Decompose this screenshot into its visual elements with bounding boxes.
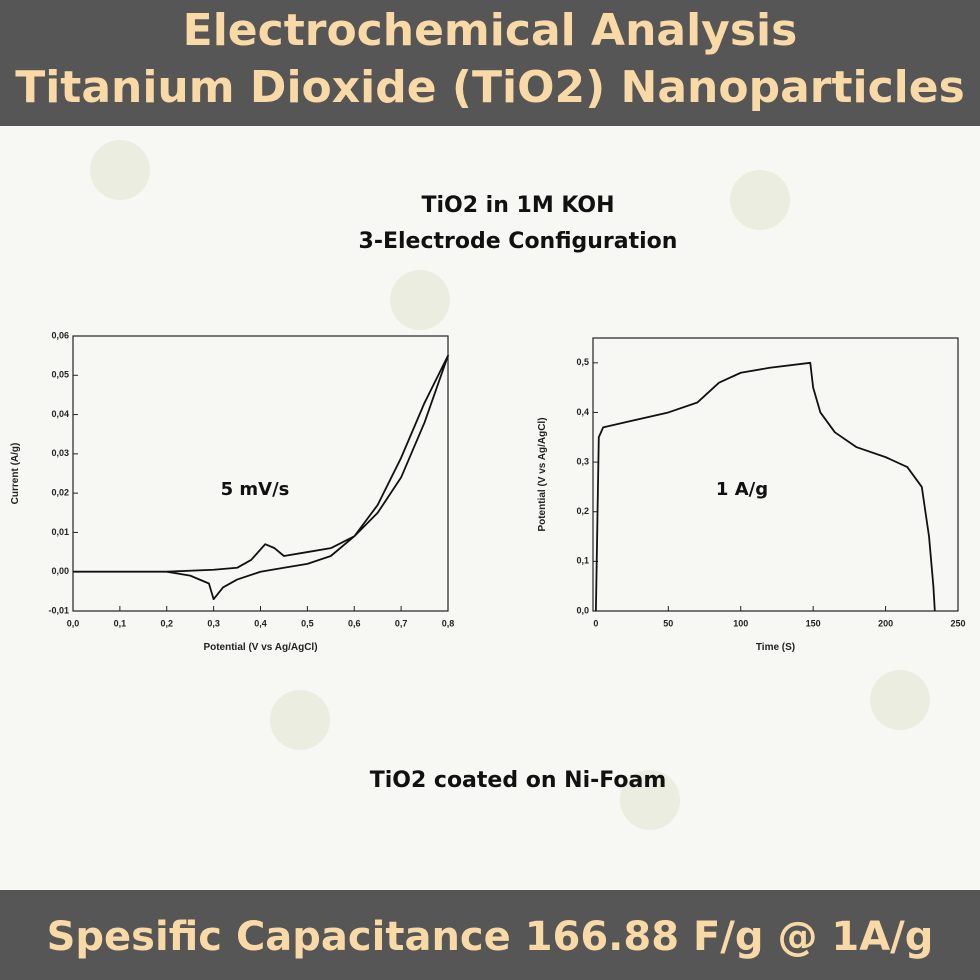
x-tick-label: 50 bbox=[663, 618, 673, 628]
y-tick-label: 0,2 bbox=[576, 506, 589, 516]
y-tick-label: 0,06 bbox=[51, 330, 69, 340]
x-tick-label: 0,3 bbox=[207, 618, 220, 628]
x-tick-label: 0,6 bbox=[348, 618, 361, 628]
y-tick-label: 0,05 bbox=[51, 370, 69, 380]
data-line bbox=[595, 361, 936, 612]
plot-frame bbox=[592, 337, 959, 612]
y-tick-label: 0,1 bbox=[576, 556, 589, 566]
x-tick-label: 150 bbox=[806, 618, 821, 628]
y-tick-label: 0,02 bbox=[51, 488, 69, 498]
y-tick-label: 0,04 bbox=[51, 409, 69, 419]
annotation: 1 A/g bbox=[716, 479, 768, 500]
x-tick-label: 0,5 bbox=[301, 618, 314, 628]
x-tick-label: 100 bbox=[733, 618, 748, 628]
x-tick-label: 0,7 bbox=[395, 618, 408, 628]
x-tick-label: 200 bbox=[878, 618, 893, 628]
y-axis-label: Potential (V vs Ag/AgCl) bbox=[537, 417, 548, 531]
footer-band bbox=[0, 890, 980, 980]
footer-text: Spesific Capacitance 166.88 F/g @ 1A/g bbox=[47, 914, 934, 960]
header-title: Titanium Dioxide (TiO2) Nanoparticles bbox=[15, 62, 965, 113]
data-line bbox=[73, 354, 449, 601]
annotation: 5 mV/s bbox=[221, 479, 290, 500]
x-axis-label: Time (S) bbox=[756, 642, 795, 653]
caption: TiO2 coated on Ni-Foam bbox=[370, 768, 667, 793]
y-tick-label: 0,5 bbox=[576, 357, 589, 367]
y-tick-label: -0,01 bbox=[48, 605, 69, 615]
x-tick-label: 0,4 bbox=[254, 618, 267, 628]
y-tick-label: 0,03 bbox=[51, 448, 69, 458]
y-tick-label: 0,00 bbox=[51, 566, 69, 576]
watermark-dots bbox=[90, 140, 930, 830]
x-tick-label: 250 bbox=[950, 618, 965, 628]
x-tick-label: 0 bbox=[593, 618, 598, 628]
x-tick-label: 0,0 bbox=[67, 618, 80, 628]
y-tick-label: 0,0 bbox=[576, 605, 589, 615]
header-band bbox=[0, 0, 980, 126]
y-axis-label: Current (A/g) bbox=[10, 443, 21, 505]
x-tick-label: 0,8 bbox=[442, 618, 455, 628]
y-tick-label: 0,3 bbox=[576, 456, 589, 466]
y-tick-label: 0,01 bbox=[51, 527, 69, 537]
subtitle: 3-Electrode Configuration bbox=[359, 229, 678, 254]
x-axis-label: Potential (V vs Ag/AgCl) bbox=[203, 642, 317, 653]
y-tick-label: 0,4 bbox=[576, 407, 589, 417]
subtitle: TiO2 in 1M KOH bbox=[421, 193, 614, 218]
header-title: Electrochemical Analysis bbox=[183, 5, 798, 56]
x-tick-label: 0,2 bbox=[160, 618, 173, 628]
x-tick-label: 0,1 bbox=[114, 618, 127, 628]
